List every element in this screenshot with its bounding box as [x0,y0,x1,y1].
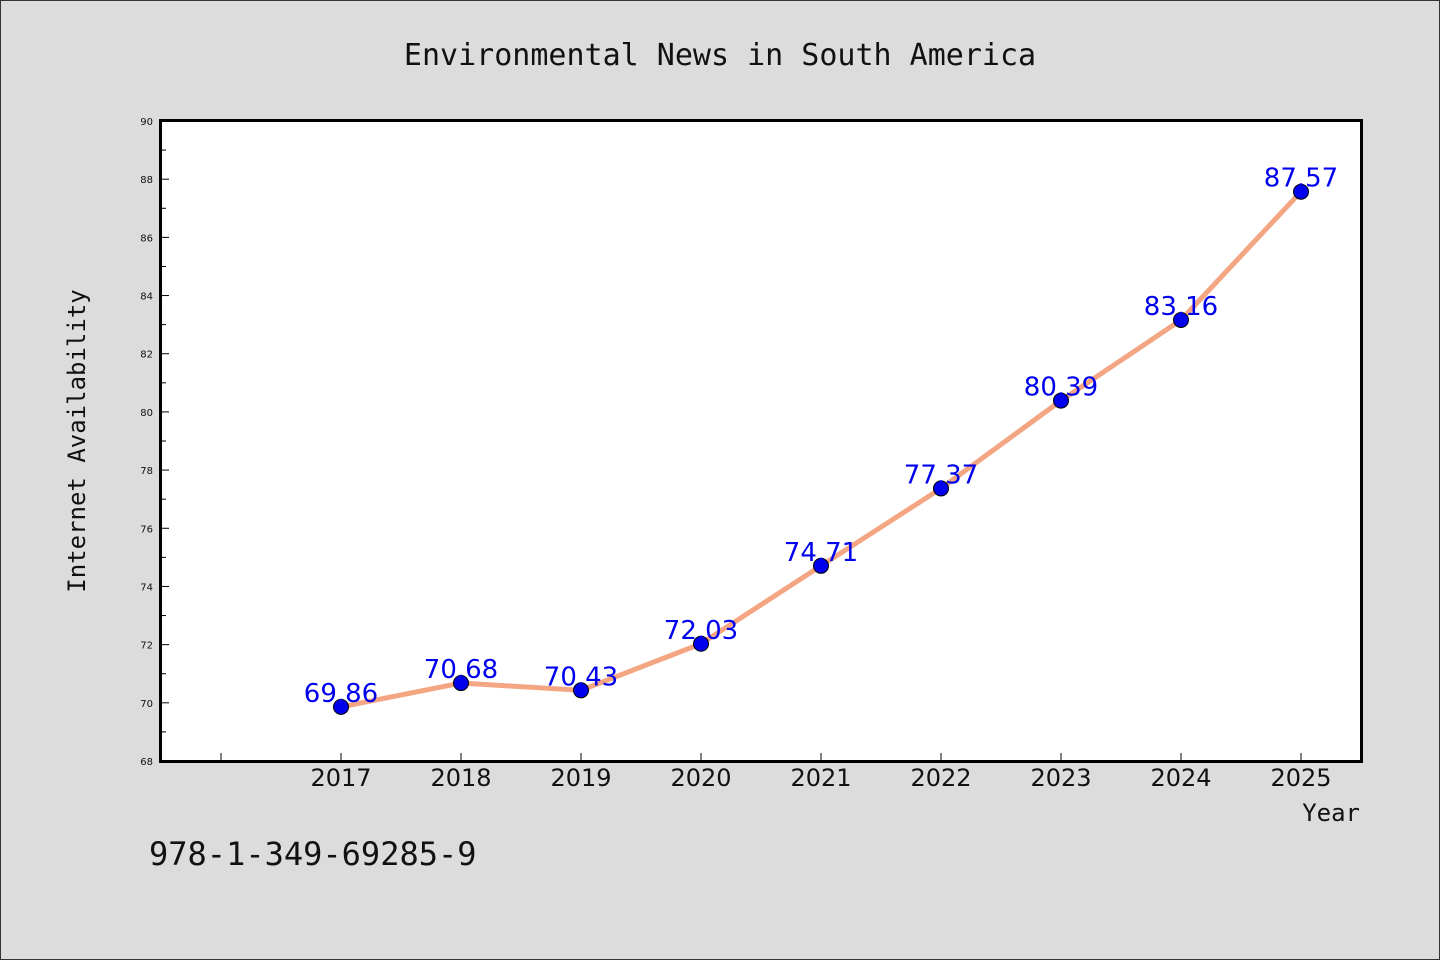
y-tick-label: 68 [140,757,153,768]
data-point [1173,311,1189,328]
x-tick-label: 2021 [790,764,851,792]
y-tick-label: 70 [140,699,153,710]
isbn-number: 978-1-349-69285-9 [149,835,477,873]
data-label: 77.37 [904,460,978,490]
y-tick-label: 82 [140,350,153,361]
y-tick-label: 72 [140,641,153,652]
y-tick-label: 90 [140,117,153,128]
y-tick-label: 80 [140,408,153,419]
x-tick-label: 2018 [430,764,491,792]
y-tick-label: 88 [140,175,153,186]
data-point [1053,392,1069,409]
data-point [333,698,349,715]
y-tick-label: 76 [140,524,153,535]
data-label: 72.03 [664,616,738,646]
x-axis-title: Year [1302,799,1360,827]
y-axis-title: Internet Availability [63,289,91,592]
series-layer: 69.86 70.68 70.43 72.03 74.71 77.37 80.39 83.16… [304,164,1338,715]
x-tick-label: 2020 [670,764,731,792]
x-tick-label: 2017 [310,764,371,792]
x-tick-label: 2024 [1150,764,1211,792]
x-tick-label: 2025 [1270,764,1331,792]
y-tick-label: 84 [140,292,153,303]
x-tick-label: 2019 [550,764,611,792]
data-label: 69.86 [304,679,378,709]
data-point [933,480,949,497]
data-label: 70.68 [424,655,498,685]
x-tick-label: 2023 [1030,764,1091,792]
data-point [813,557,829,574]
x-axis-ticks: 2017 2018 2019 2020 2021 2022 2023 2024 2025 [220,753,1332,792]
data-point [453,675,469,692]
plot-area [159,119,1363,763]
data-label: 74.71 [784,538,858,568]
x-tick-label: 2022 [910,764,971,792]
data-label: 87.57 [1264,164,1338,194]
data-point [573,682,589,699]
y-axis-ticks: 68 70 72 74 76 78 80 82 84 86 88 90 [140,117,169,768]
data-label: 83.16 [1144,292,1218,322]
data-label: 80.39 [1024,373,1098,403]
data-point [1293,183,1309,200]
chart-title: Environmental News in South America [404,38,1036,73]
data-label: 70.43 [544,662,618,692]
y-tick-label: 78 [140,466,153,477]
y-tick-label: 86 [140,233,153,244]
y-tick-label: 74 [140,582,153,593]
data-point [693,635,709,652]
